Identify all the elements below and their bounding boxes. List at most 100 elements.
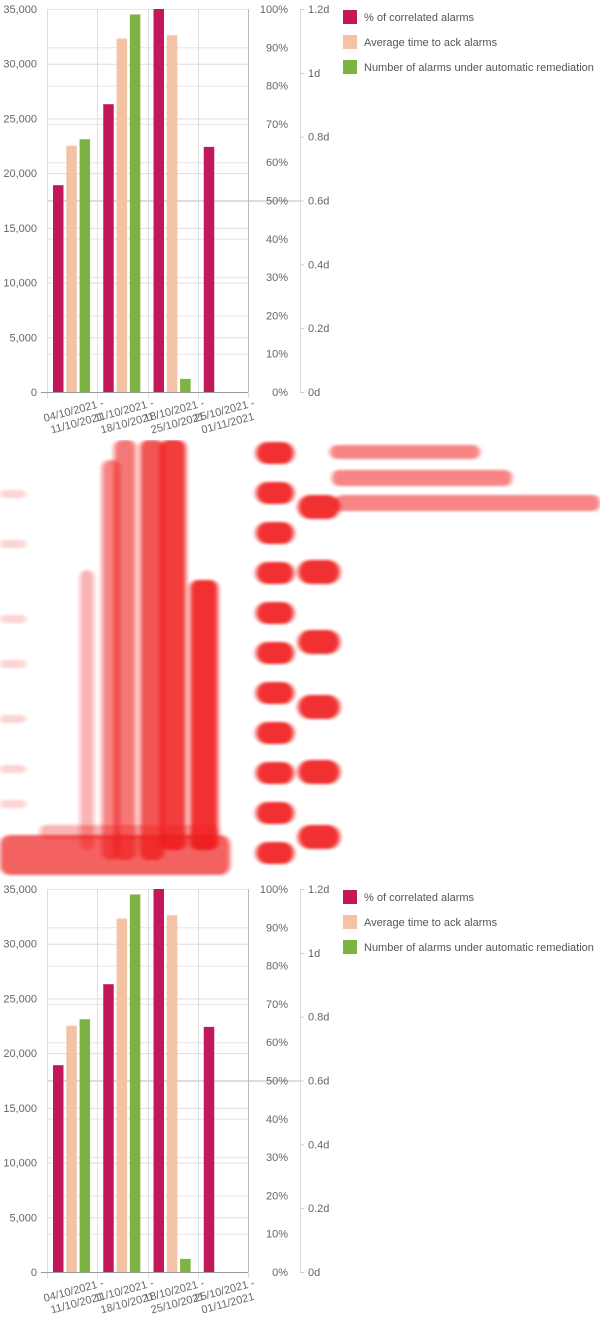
y-tick-label: 15,000	[3, 223, 37, 235]
glitch-pill	[256, 842, 294, 864]
y-axis-days: 0d 0.2d 0.4d 0.6d 0.8d 1d 1.2d	[300, 884, 329, 1279]
y-tick-label: 0.6d	[308, 1076, 329, 1088]
y-tick-label: 90%	[266, 922, 288, 934]
bar	[116, 918, 128, 1272]
y-tick-label: 5,000	[9, 332, 37, 344]
glitch-pill	[298, 695, 340, 719]
glitch-pill	[298, 825, 340, 849]
y-tick-label: 80%	[266, 81, 288, 93]
glitch-overlay-graphic	[0, 440, 600, 875]
legend-label: Number of alarms under automatic remedia…	[364, 942, 594, 954]
y-tick-label: 35,000	[3, 4, 37, 16]
bar	[79, 1019, 91, 1272]
y-tick-label: 10%	[266, 349, 288, 361]
y-axis-days: 0d 0.2d 0.4d 0.6d 0.8d 1d 1.2d	[300, 4, 329, 399]
glitch-column	[80, 570, 94, 850]
y-tick-label: 60%	[266, 157, 288, 169]
bar	[153, 9, 164, 392]
legend-label: Average time to ack alarms	[364, 917, 498, 929]
bar-chart-bottom: 0 5,000 10,000 15,000 20,000 25,000 30,000 35,0…	[3, 884, 594, 1317]
glitch-mark	[0, 660, 26, 668]
glitch-pill	[256, 642, 294, 664]
bars	[53, 889, 215, 1272]
legend-label: % of correlated alarms	[364, 892, 475, 904]
glitch-pill	[256, 522, 294, 544]
y-tick-label: 35,000	[3, 884, 37, 896]
y-tick-label: 30%	[266, 1152, 288, 1164]
y-tick-label: 0.8d	[308, 1012, 329, 1024]
y-tick-label: 0d	[308, 1267, 320, 1279]
y-tick-label: 0.8d	[308, 132, 329, 144]
legend-swatch	[343, 60, 357, 74]
y-tick-label: 0.2d	[308, 323, 329, 335]
y-tick-label: 15,000	[3, 1103, 37, 1115]
glitch-shapes	[0, 440, 600, 875]
bar	[180, 1258, 191, 1272]
y-tick-label: 1d	[308, 948, 320, 960]
glitch-pill	[256, 802, 294, 824]
glitch-column	[140, 440, 164, 860]
bar	[129, 894, 141, 1272]
y-tick-label: 25,000	[3, 113, 37, 125]
y-tick-label: 1d	[308, 68, 320, 80]
glitch-column	[190, 580, 218, 850]
y-tick-label: 30,000	[3, 59, 37, 71]
bar	[53, 1065, 64, 1272]
y-tick-label: 20%	[266, 1190, 288, 1202]
y-tick-label: 50%	[266, 196, 288, 208]
y-tick-label: 0%	[272, 1267, 288, 1279]
glitch-mark	[0, 490, 26, 498]
legend-swatch	[343, 940, 357, 954]
bar	[66, 145, 77, 392]
glitch-column	[114, 440, 136, 860]
bar	[116, 38, 128, 392]
y-tick-label: 0	[31, 1267, 37, 1279]
y-axis-percent: 0% 10% 20% 30% 40% 50% 60% 70% 80% 90% 100%	[260, 4, 288, 399]
y-axis-percent: 0% 10% 20% 30% 40% 50% 60% 70% 80% 90% 100%	[260, 884, 288, 1279]
legend: % of correlated alarms Average time to ac…	[343, 890, 594, 954]
glitch-mark	[0, 615, 26, 623]
glitch-streak	[335, 495, 600, 511]
bar	[53, 185, 64, 392]
bar	[79, 139, 91, 392]
y-tick-label: 0%	[272, 387, 288, 399]
glitch-pill	[256, 442, 294, 464]
y-tick-label: 80%	[266, 961, 288, 973]
glitch-pill	[298, 495, 340, 519]
y-tick-label: 0.4d	[308, 1139, 329, 1151]
legend-swatch	[343, 35, 357, 49]
glitch-pill	[256, 762, 294, 784]
bar	[166, 915, 178, 1272]
y-tick-label: 0.4d	[308, 259, 329, 271]
legend-swatch	[343, 915, 357, 929]
glitch-pill	[298, 630, 340, 654]
x-tick-label: 11/10/2021 -18/10/2021	[93, 1277, 156, 1316]
y-tick-label: 20%	[266, 310, 288, 322]
bars	[53, 9, 215, 393]
bar	[166, 35, 178, 393]
glitch-mark	[0, 715, 26, 723]
glitch-mark	[0, 540, 26, 548]
y-tick-label: 20,000	[3, 168, 37, 180]
bar	[153, 889, 164, 1272]
y-axis-left: 0 5,000 10,000 15,000 20,000 25,000 30,000 35,0…	[3, 4, 37, 399]
bar	[180, 378, 191, 392]
legend-label: Average time to ack alarms	[364, 37, 498, 49]
y-tick-label: 0d	[308, 387, 320, 399]
legend-label: Number of alarms under automatic remedia…	[364, 62, 594, 74]
glitch-mark	[0, 800, 26, 808]
glitch-band	[0, 835, 230, 875]
y-tick-label: 70%	[266, 999, 288, 1011]
y-tick-label: 90%	[266, 42, 288, 54]
glitch-pill	[256, 482, 294, 504]
y-tick-label: 10,000	[3, 1158, 37, 1170]
glitch-pill	[256, 602, 294, 624]
y-tick-label: 0.2d	[308, 1203, 329, 1215]
glitch-pill	[256, 682, 294, 704]
glitch-pill	[256, 722, 294, 744]
glitch-streak	[330, 445, 480, 459]
bar	[66, 1025, 77, 1272]
y-tick-label: 50%	[266, 1076, 288, 1088]
